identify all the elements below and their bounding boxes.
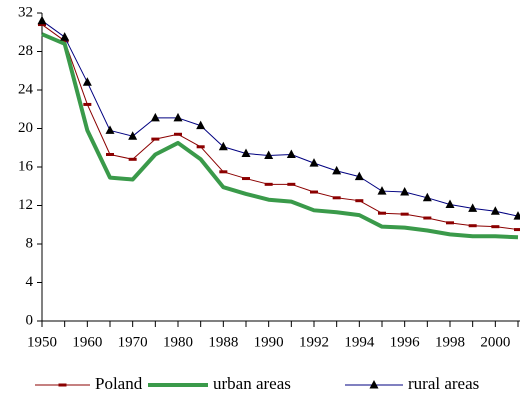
point-marker xyxy=(105,125,115,134)
point-marker xyxy=(309,158,319,167)
point-marker xyxy=(150,112,160,122)
x-tick-label: 1950 xyxy=(27,334,57,350)
point-marker xyxy=(242,177,250,181)
x-tick-label: 1992 xyxy=(299,334,329,350)
point-marker xyxy=(38,23,46,27)
point-marker xyxy=(196,120,206,130)
point-marker xyxy=(514,228,520,232)
series-line xyxy=(41,32,519,240)
x-tick-label: 2000 xyxy=(480,334,510,350)
x-tick-label: 1970 xyxy=(118,334,148,350)
point-marker xyxy=(423,216,432,220)
y-tick-label: 24 xyxy=(18,81,34,97)
point-marker xyxy=(513,211,520,220)
point-marker xyxy=(378,211,386,215)
y-tick-label: 8 xyxy=(26,235,34,251)
point-marker xyxy=(310,190,318,194)
point-marker xyxy=(377,186,387,195)
point-marker xyxy=(37,15,47,25)
legend-label: rural areas xyxy=(408,374,479,393)
point-marker xyxy=(218,141,228,151)
x-tick-label: 1996 xyxy=(390,334,421,350)
point-marker xyxy=(355,199,364,203)
point-marker xyxy=(173,112,183,122)
x-tick-label: 1990 xyxy=(254,334,284,350)
point-marker xyxy=(106,152,114,156)
point-marker xyxy=(60,39,69,43)
point-marker xyxy=(490,206,500,215)
y-tick-label: 16 xyxy=(18,158,34,174)
y-tick-label: 20 xyxy=(18,120,33,136)
point-marker xyxy=(400,187,410,196)
x-tick-label: 1994 xyxy=(344,334,375,350)
point-marker xyxy=(174,132,182,136)
point-marker xyxy=(128,131,138,140)
point-marker xyxy=(354,171,364,181)
point-marker xyxy=(60,32,70,41)
point-marker xyxy=(264,150,274,159)
y-tick-label: 28 xyxy=(18,43,33,59)
point-marker xyxy=(468,203,478,212)
point-marker xyxy=(468,224,477,228)
x-tick-label: 1988 xyxy=(208,334,238,350)
series-line xyxy=(41,20,519,217)
y-tick-label: 12 xyxy=(18,197,33,213)
x-tick-label: 1998 xyxy=(435,334,465,350)
y-tick-label: 0 xyxy=(26,312,34,328)
point-marker xyxy=(128,157,137,161)
point-marker xyxy=(196,145,205,149)
legend-label: urban areas xyxy=(213,374,291,393)
x-tick-label: 1980 xyxy=(163,334,193,350)
point-marker xyxy=(82,77,92,86)
point-marker xyxy=(422,192,432,202)
point-marker xyxy=(286,149,296,158)
point-marker xyxy=(400,212,409,216)
point-marker xyxy=(151,137,160,141)
legend-marker xyxy=(58,383,67,387)
point-marker xyxy=(287,182,296,186)
point-marker xyxy=(264,182,273,186)
legend-label: Poland xyxy=(95,374,143,393)
y-tick-label: 32 xyxy=(18,4,33,20)
point-marker xyxy=(332,196,341,200)
series-line xyxy=(41,24,519,231)
y-tick-label: 4 xyxy=(26,274,34,290)
point-marker xyxy=(491,225,500,229)
x-tick-label: 1960 xyxy=(72,334,102,350)
point-marker xyxy=(219,170,228,174)
point-marker xyxy=(445,199,455,209)
point-marker xyxy=(241,148,251,158)
point-marker xyxy=(83,102,92,106)
point-marker xyxy=(446,221,454,225)
legend-marker xyxy=(369,380,379,389)
point-marker xyxy=(332,165,342,175)
